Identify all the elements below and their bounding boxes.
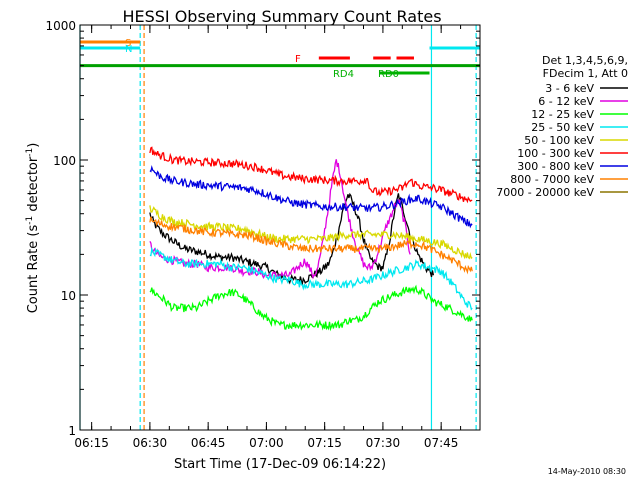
series-line-3	[149, 246, 473, 311]
y-tick-label-0: 1	[68, 424, 76, 438]
legend-label-6: 300 - 800 keV	[517, 160, 594, 173]
series-line-0	[149, 192, 435, 287]
x-tick-label-6: 07:45	[424, 436, 459, 450]
series-line-5	[149, 146, 473, 204]
flag-label-RD4: RD4	[333, 69, 354, 80]
chart-title: HESSI Observing Summary Count Rates	[122, 7, 441, 26]
legend: Det 1,3,4,5,6,9,FDecim 1, Att 0 3 - 6 keV…	[496, 54, 628, 199]
legend-label-0: 3 - 6 keV	[545, 82, 594, 95]
series-line-4	[149, 205, 473, 260]
flag-label-F: F	[295, 54, 301, 65]
legend-label-3: 25 - 50 keV	[531, 121, 594, 134]
series-line-2	[149, 284, 473, 332]
data-series	[149, 146, 473, 332]
vertical-markers	[79, 25, 477, 430]
footer-date: 14-May-2010 08:30	[548, 467, 626, 476]
y-axis-label: Count Rate (s-1 detector-1)	[25, 143, 41, 314]
legend-label-5: 100 - 300 keV	[517, 147, 594, 160]
legend-label-7: 800 - 7000 keV	[510, 173, 594, 186]
x-tick-label-3: 07:00	[249, 436, 284, 450]
x-axis-label: Start Time (17-Dec-09 06:14:22)	[174, 457, 386, 472]
y-axis-label-base: Count Rate (s	[26, 225, 41, 314]
x-tick-label-2: 06:45	[191, 436, 226, 450]
series-line-7	[149, 216, 473, 275]
y-axis-label-exponent-2: -1	[25, 148, 35, 157]
y-axis-label-mid: detector	[26, 156, 41, 216]
y-tick-label-2: 100	[53, 154, 76, 168]
legend-header-1: FDecim 1, Att 0	[543, 67, 628, 80]
legend-label-8: 7000 - 20000 keV	[496, 186, 594, 199]
legend-label-1: 6 - 12 keV	[538, 95, 594, 108]
x-tick-label-1: 06:30	[133, 436, 168, 450]
y-axis-label-end: )	[26, 143, 41, 148]
y-tick-label-1: 10	[61, 289, 76, 303]
legend-label-4: 50 - 100 keV	[524, 134, 594, 147]
flag-bars: SNFRD0RD4	[80, 38, 480, 80]
legend-header-0: Det 1,3,4,5,6,9,	[542, 54, 628, 67]
legend-label-2: 12 - 25 keV	[531, 108, 594, 121]
series-line-6	[149, 165, 473, 229]
x-tick-label-0: 06:15	[74, 436, 109, 450]
flag-label-S: S	[125, 38, 131, 49]
y-tick-label-3: 1000	[45, 19, 76, 33]
flag-label-N: N	[125, 44, 132, 55]
plot-frame	[79, 24, 481, 431]
x-tick-label-5: 07:30	[366, 436, 401, 450]
axis-ticks: 06:15 06:30 06:45 07:00 07:15 07:30 07:45 1 10 10…	[45, 19, 481, 450]
series-line-1	[149, 159, 411, 281]
x-tick-label-4: 07:15	[307, 436, 342, 450]
y-axis-label-exponent-1: -1	[25, 216, 35, 225]
